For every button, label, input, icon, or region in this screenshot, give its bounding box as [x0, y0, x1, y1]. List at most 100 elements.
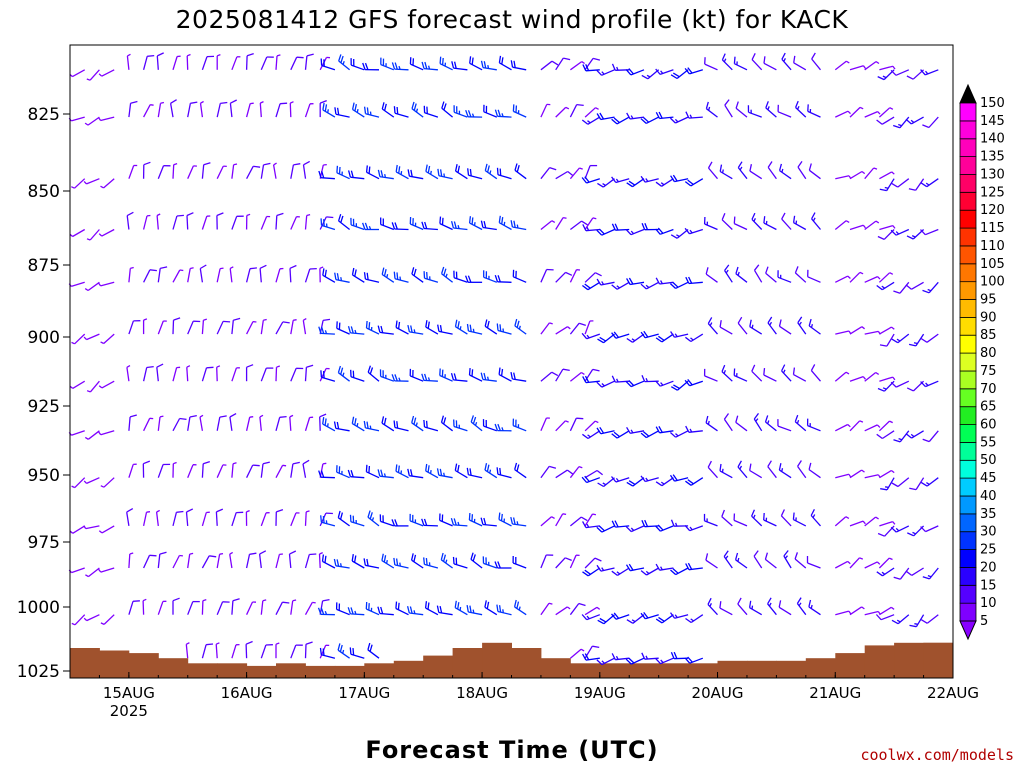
wind-barb [142, 511, 151, 527]
wind-barb [98, 69, 115, 77]
wind-barb [655, 425, 674, 434]
terrain-segment [393, 660, 424, 678]
wind-barb [172, 55, 181, 70]
wind-barb [83, 477, 100, 484]
wind-barb [216, 165, 227, 179]
wind-barb [452, 556, 468, 569]
wind-barb [512, 555, 527, 569]
wind-barb [260, 56, 274, 71]
wind-barb [655, 178, 674, 187]
wind-barb [733, 216, 748, 231]
wind-barb [216, 267, 224, 283]
terrain-segment [688, 663, 718, 678]
wind-barb [498, 367, 512, 382]
wind-barb [142, 214, 151, 230]
y-axis: 825 850 875 900 925 950 975 1000 1025 [17, 105, 70, 682]
wind-barb [304, 364, 314, 382]
colorbar-segment [959, 370, 977, 390]
wind-barb [783, 550, 792, 569]
wind-barb [707, 460, 718, 479]
wind-barb [596, 112, 615, 121]
wind-barb [890, 69, 910, 76]
wind-barb [610, 476, 630, 483]
wind-barb [584, 513, 597, 527]
wind-barb [582, 430, 601, 440]
wind-barb [569, 516, 588, 527]
wind-barb [684, 67, 703, 75]
wind-barb [767, 316, 777, 335]
wind-barb [596, 278, 615, 286]
wind-barb [245, 52, 254, 70]
wind-barb [747, 105, 762, 118]
wind-barb [920, 525, 939, 533]
wind-barb [201, 643, 214, 659]
wind-barb [216, 415, 227, 431]
wind-barb [669, 281, 689, 289]
wind-barb [322, 102, 336, 118]
wind-barb [231, 56, 241, 71]
colorbar: 5 10 15 20 25 30 35 40 45 50 55 60 65 70 75 80 85 90 95 100… [959, 83, 1005, 641]
wind-barb [735, 415, 748, 432]
wind-barb [719, 320, 733, 335]
wind-barb [655, 111, 674, 120]
colorbar-segment [959, 209, 977, 229]
wind-barb [763, 512, 777, 527]
colorbar-label: 30 [980, 525, 997, 540]
wind-barb [246, 601, 257, 615]
wind-barb [157, 551, 167, 569]
wind-barb [763, 56, 777, 71]
colorbar-segment [959, 388, 977, 408]
y-tick-label: 1000 [17, 598, 60, 618]
wind-barb [684, 524, 704, 532]
wind-barb [98, 228, 115, 237]
wind-barb [909, 614, 925, 628]
wind-barb [85, 567, 100, 578]
terrain-segment [864, 645, 895, 678]
wind-barb [611, 520, 630, 528]
wind-barb [216, 53, 221, 70]
wind-barb [335, 602, 350, 616]
wind-barb [319, 413, 327, 431]
colorbar-segment [959, 245, 977, 265]
wind-barb [555, 106, 570, 118]
wind-barb [437, 324, 453, 335]
wind-barb [409, 513, 424, 527]
wind-barb [216, 212, 224, 230]
wind-barb [611, 331, 630, 339]
wind-barb [377, 325, 394, 335]
wind-barb [540, 220, 556, 231]
wind-barb [365, 165, 380, 180]
wind-barb [441, 101, 454, 118]
wind-barb [922, 281, 939, 294]
wind-barb [156, 213, 161, 230]
wind-barb [494, 274, 512, 283]
colorbar-label: 35 [980, 507, 997, 522]
wind-barb [333, 558, 350, 569]
wind-barb [98, 281, 115, 287]
wind-barb [737, 161, 748, 180]
colorbar-segment [959, 495, 977, 515]
wind-barb [337, 365, 350, 382]
wind-barb [381, 416, 395, 432]
wind-barb [540, 371, 559, 382]
wind-barb [231, 462, 237, 478]
wind-barb [584, 107, 599, 118]
wind-barb [670, 380, 689, 391]
wind-barb [318, 326, 335, 335]
wind-barb [540, 516, 555, 527]
wind-barb [290, 56, 304, 71]
wind-barb [749, 164, 763, 180]
colorbar-label: 65 [980, 400, 997, 415]
wind-barb [304, 601, 316, 616]
wind-barb [304, 103, 314, 118]
wind-barb [334, 107, 350, 118]
wind-barb [878, 107, 894, 118]
y-tick-label: 825 [28, 105, 60, 125]
wind-barb [157, 165, 171, 179]
wind-barb [584, 320, 594, 335]
wind-barb [753, 413, 763, 432]
wind-barb [879, 469, 895, 479]
wind-barb [201, 215, 211, 230]
wind-barb [351, 553, 365, 569]
x-tick-label: 19AUG [574, 684, 626, 702]
